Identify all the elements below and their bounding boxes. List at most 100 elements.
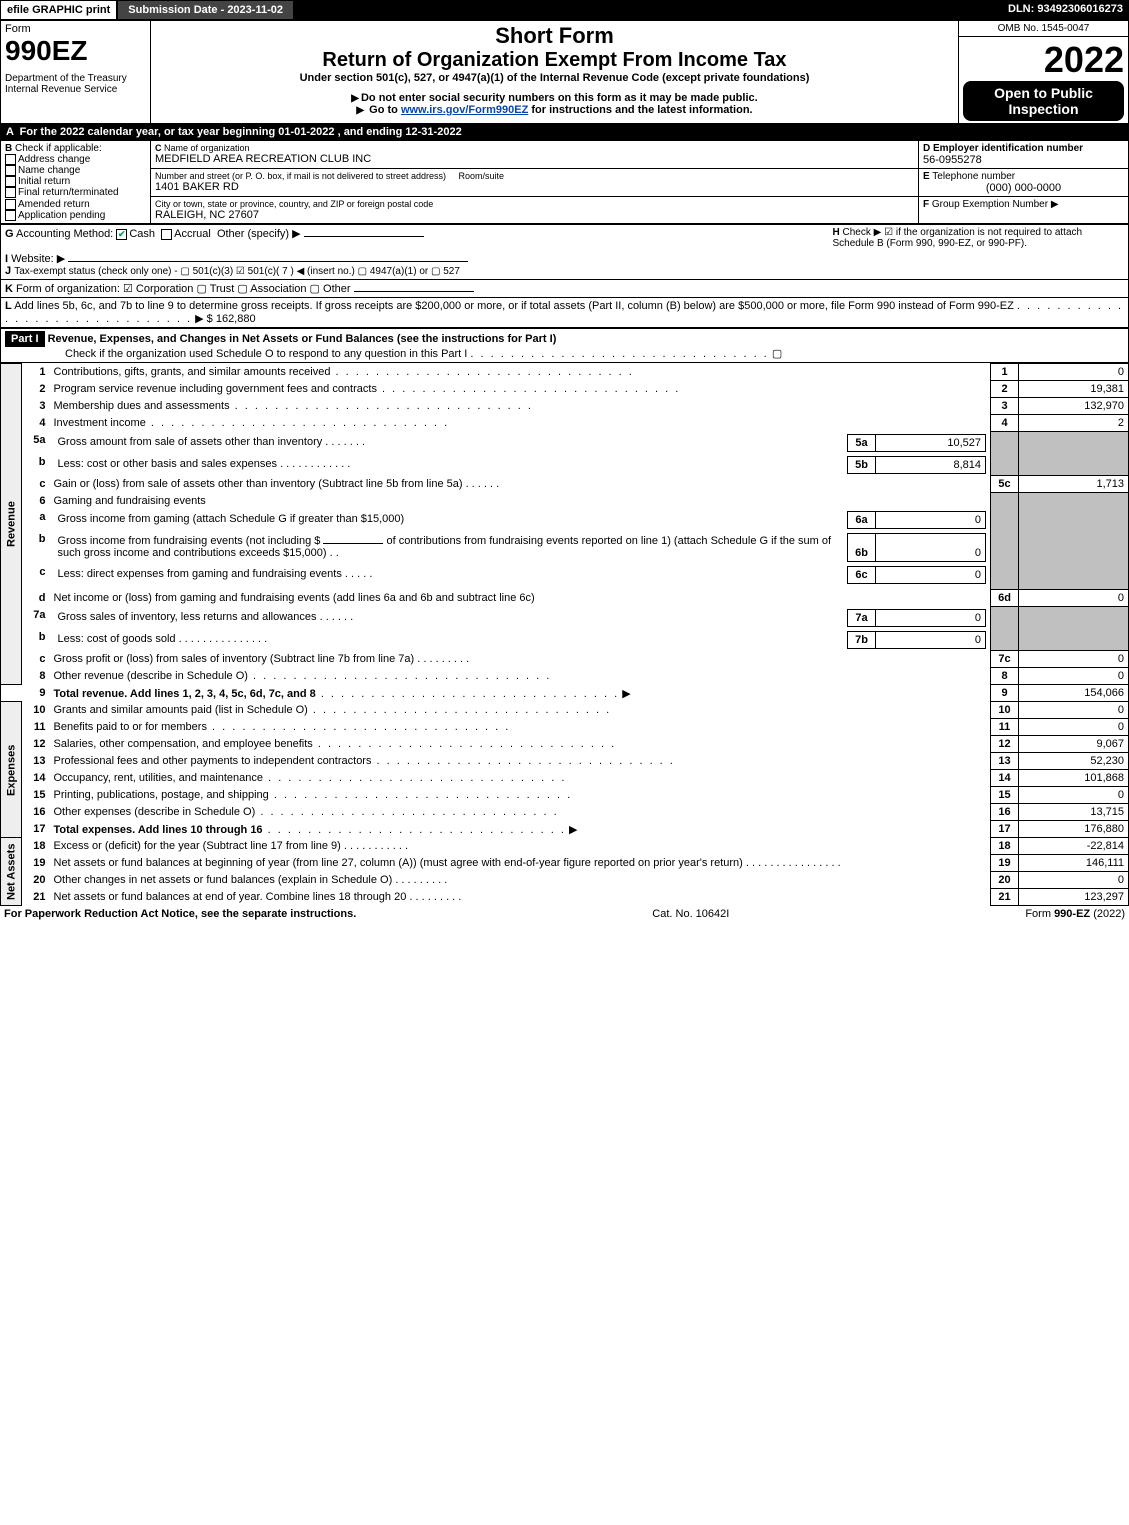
opt-final: Final return/terminated [18,188,119,199]
l7c-num: 7c [991,651,1019,668]
l11-text: Benefits paid to or for members [54,721,207,733]
l16-val: 13,715 [1019,804,1129,821]
line-a: A For the 2022 calendar year, or tax yea… [0,124,1129,140]
l2-text: Program service revenue including govern… [54,383,377,395]
efile-print-button[interactable]: efile GRAPHIC print [0,0,117,20]
l17-val: 176,880 [1019,821,1129,838]
submission-date-label: Submission Date - 2023-11-02 [117,0,294,20]
l5c-num: 5c [991,476,1019,493]
room-label: Room/suite [458,171,504,181]
l7b-text: Less: cost of goods sold [58,633,176,645]
l3-val: 132,970 [1019,398,1129,415]
f-label: Group Exemption Number [932,199,1048,210]
l18-text: Excess or (deficit) for the year (Subtra… [54,840,341,852]
cb-pending[interactable] [5,210,16,221]
goto-link[interactable]: www.irs.gov/Form990EZ [401,104,528,116]
goto-pre: Go to [369,104,401,116]
form-number: 990EZ [5,35,146,67]
l8-val: 0 [1019,668,1129,685]
footer-right: Form 990-EZ (2022) [1025,908,1125,920]
l4-num: 4 [991,415,1019,432]
phone-value: (000) 000-0000 [923,182,1124,194]
l11-val: 0 [1019,719,1129,736]
l2-val: 19,381 [1019,381,1129,398]
l7c-val: 0 [1019,651,1129,668]
title-main: Return of Organization Exempt From Incom… [155,49,954,72]
l6c-text: Less: direct expenses from gaming and fu… [58,568,342,580]
cb-amended[interactable] [5,199,16,210]
opt-cash: Cash [129,228,155,240]
street-label: Number and street (or P. O. box, if mail… [155,171,446,181]
cb-accrual[interactable] [161,229,172,240]
l9-text: Total revenue. Add lines 1, 2, 3, 4, 5c,… [54,688,316,700]
l21-val: 123,297 [1019,889,1129,906]
l2-num: 2 [991,381,1019,398]
l7b-val: 0 [876,631,986,648]
cb-final[interactable] [5,187,16,198]
city-label: City or town, state or province, country… [155,199,914,209]
l6a-num: 6a [848,511,876,528]
l6d-text: Net income or (loss) from gaming and fun… [54,592,535,604]
line-a-text: For the 2022 calendar year, or tax year … [20,126,462,138]
part1-checkbox[interactable]: ▢ [772,348,782,360]
opt-accrual: Accrual [174,228,211,240]
ssn-warning: Do not enter social security numbers on … [155,92,954,104]
city-value: RALEIGH, NC 27607 [155,209,914,221]
l21-text: Net assets or fund balances at end of ye… [54,891,407,903]
irs-label: Internal Revenue Service [5,84,146,95]
k-text: Form of organization: ☑ Corporation ▢ Tr… [16,283,351,295]
g-label: Accounting Method: [16,228,113,240]
footer-right-pre: Form [1025,908,1054,920]
ein-value: 56-0955278 [923,154,1124,166]
opt-pending: Application pending [18,210,105,221]
l5b-val: 8,814 [876,456,986,473]
cb-address[interactable] [5,154,16,165]
street-value: 1401 BAKER RD [155,181,914,193]
l9-val: 154,066 [1019,685,1129,702]
footer-right-form: 990-EZ [1054,908,1090,920]
footer-cat: Cat. No. 10642I [652,908,729,920]
l1-text: Contributions, gifts, grants, and simila… [54,366,331,378]
l7b-num: 7b [848,631,876,648]
l3-text: Membership dues and assessments [54,400,230,412]
cb-name[interactable] [5,165,16,176]
l19-text: Net assets or fund balances at beginning… [54,857,743,869]
l16-text: Other expenses (describe in Schedule O) [54,806,256,818]
section-expenses: Expenses [1,702,22,838]
page-footer: For Paperwork Reduction Act Notice, see … [0,906,1129,922]
l5b-text: Less: cost or other basis and sales expe… [58,458,278,470]
e-label: Telephone number [932,171,1015,182]
dept-label: Department of the Treasury [5,73,146,84]
org-info-block: B Check if applicable: Address change Na… [0,140,1129,224]
l5a-text: Gross amount from sale of assets other t… [58,436,323,448]
part1-sub: Check if the organization used Schedule … [65,348,467,360]
omb-label: OMB No. 1545-0047 [959,21,1129,37]
l5c-text: Gain or (loss) from sale of assets other… [54,478,463,490]
l5c-val: 1,713 [1019,476,1129,493]
form-header: Form 990EZ Department of the Treasury In… [0,20,1129,124]
open-public-badge: Open to Public Inspection [963,81,1124,121]
l13-val: 52,230 [1019,753,1129,770]
l20-val: 0 [1019,872,1129,889]
b-label: Check if applicable: [15,143,102,154]
l10-val: 0 [1019,702,1129,719]
d-label: Employer identification number [933,143,1083,154]
tax-year: 2022 [963,39,1124,81]
opt-amended: Amended return [18,199,90,210]
cb-initial[interactable] [5,176,16,187]
l15-val: 0 [1019,787,1129,804]
cb-cash[interactable]: ✔ [116,229,127,240]
l8-text: Other revenue (describe in Schedule O) [54,670,248,682]
l14-num: 14 [991,770,1019,787]
org-name: MEDFIELD AREA RECREATION CLUB INC [155,153,914,165]
l7a-val: 0 [876,609,986,626]
l7a-num: 7a [848,609,876,626]
j-text: Tax-exempt status (check only one) - ▢ 5… [14,266,460,277]
l12-text: Salaries, other compensation, and employ… [54,738,313,750]
l6b-text1: Gross income from fundraising events (no… [58,535,321,547]
section-revenue: Revenue [1,364,22,685]
l5b-num: 5b [848,456,876,473]
l10-num: 10 [991,702,1019,719]
l18-num: 18 [991,838,1019,855]
ghijkl-block: G Accounting Method: ✔Cash Accrual Other… [0,224,1129,328]
